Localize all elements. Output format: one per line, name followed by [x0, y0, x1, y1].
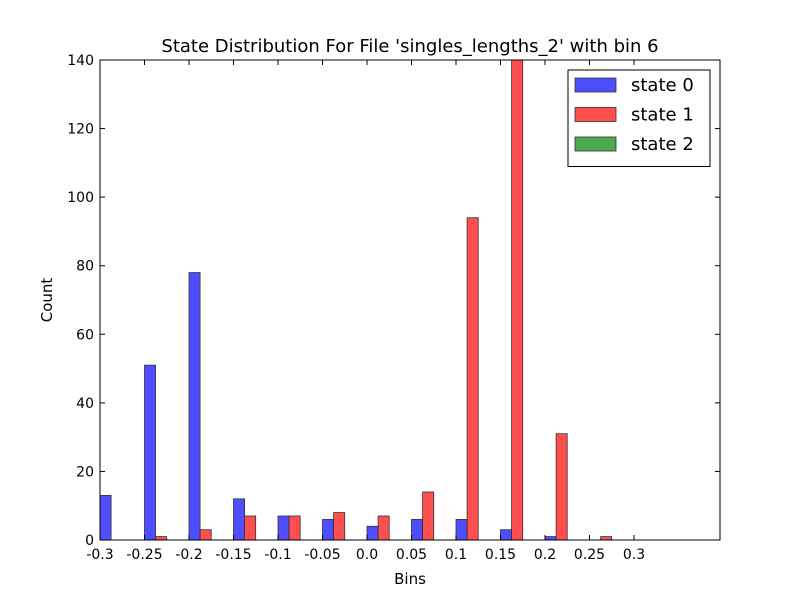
- bar-state-1--0.05: [333, 512, 346, 541]
- legend-swatch: [574, 107, 617, 122]
- legend-label: state 1: [631, 105, 694, 126]
- bar-state-1-0.0: [377, 515, 390, 541]
- y-tick-label: 0: [85, 533, 94, 549]
- x-tick-label: -0.25: [126, 547, 162, 563]
- bar-state-1-0.1: [466, 217, 479, 541]
- bar-state-0-0.05: [411, 519, 424, 541]
- x-tick-label: -0.15: [215, 547, 251, 563]
- y-tick-label: 80: [76, 259, 94, 275]
- y-axis-label: Count: [38, 278, 56, 323]
- bar-state-1--0.25: [155, 536, 168, 541]
- bar-state-0--0.1: [277, 515, 290, 541]
- plot-frame: [99, 59, 721, 541]
- x-tick-label: 0.0: [356, 547, 378, 563]
- x-axis-label: Bins: [394, 570, 426, 588]
- bar-state-0--0.2: [188, 272, 201, 541]
- legend: state 0 state 1 state 2: [567, 69, 711, 167]
- bar-state-0-0.1: [455, 519, 468, 541]
- bar-state-1-0.2: [555, 433, 568, 541]
- bar-state-0--0.15: [233, 498, 246, 541]
- bar-state-1-0.05: [422, 491, 435, 541]
- x-tick-label: -0.05: [304, 547, 340, 563]
- bar-state-0-0.2: [544, 536, 557, 541]
- bar-state-0--0.3: [99, 495, 112, 541]
- x-tick-label: -0.2: [175, 547, 202, 563]
- bar-state-0--0.25: [144, 364, 157, 541]
- x-tick-label: -0.1: [264, 547, 291, 563]
- legend-label: state 2: [631, 134, 694, 155]
- legend-swatch: [574, 77, 617, 93]
- bar-state-0-0.15: [500, 529, 513, 541]
- chart-title: State Distribution For File 'singles_len…: [161, 36, 658, 57]
- bar-state-1-0.25: [600, 536, 613, 541]
- x-tick-label: 0.15: [485, 547, 516, 563]
- x-tick-label: 0.25: [574, 547, 605, 563]
- bar-state-1-0.15: [511, 59, 524, 541]
- y-tick-label: 140: [67, 53, 94, 69]
- y-tick-label: 20: [76, 464, 94, 480]
- y-tick-label: 120: [67, 122, 94, 138]
- legend-label: state 0: [631, 75, 694, 96]
- x-tick-label: 0.2: [534, 547, 556, 563]
- x-tick-label: 0.1: [445, 547, 467, 563]
- x-tick-label: 0.05: [396, 547, 427, 563]
- x-tick-label: 0.3: [623, 547, 645, 563]
- bar-state-0--0.05: [322, 519, 335, 541]
- axes-group: 0 20 40 60 80 100 120 140 -0.3 -0.25 -0.2 -0.15 -0.1…: [67, 53, 721, 563]
- x-tick-label: -0.3: [86, 547, 113, 563]
- y-tick-label: 40: [76, 396, 94, 412]
- y-tick-label: 100: [67, 190, 94, 206]
- bar-state-1--0.2: [199, 529, 212, 541]
- legend-swatch: [574, 136, 617, 152]
- bar-state-1--0.1: [288, 515, 301, 541]
- bars-group: [99, 59, 613, 541]
- y-tick-label: 60: [76, 327, 94, 343]
- bar-state-0-0.0: [366, 525, 379, 541]
- bar-state-1--0.15: [244, 515, 257, 541]
